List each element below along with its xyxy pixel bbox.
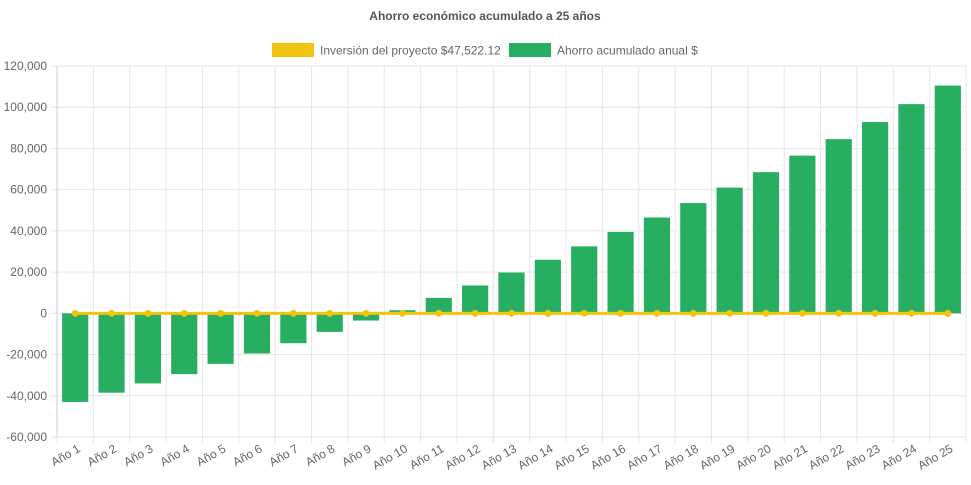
y-tick-label: 0 — [40, 306, 47, 320]
bar[interactable] — [316, 313, 343, 332]
bar[interactable] — [534, 259, 561, 314]
x-tick-label: Año 3 — [121, 441, 155, 469]
legend-swatch-savings[interactable] — [509, 43, 551, 57]
x-tick-label: Año 8 — [303, 441, 337, 469]
bar-series-savings — [62, 85, 961, 402]
y-tick-label: -20,000 — [6, 348, 47, 362]
x-tick-label: Año 2 — [85, 441, 119, 469]
y-axis-ticks: 120,000 100,000 80,000 60,000 40,000 20,000 0 -… — [4, 59, 48, 444]
bar[interactable] — [825, 139, 852, 314]
x-tick-label: Año 12 — [443, 441, 483, 472]
y-tick-label: 40,000 — [10, 224, 47, 238]
investment-point[interactable] — [362, 309, 370, 317]
investment-point[interactable] — [508, 309, 515, 317]
x-tick-label: Año 6 — [230, 441, 264, 469]
bar[interactable] — [571, 246, 598, 314]
bar[interactable] — [789, 155, 816, 314]
x-tick-label: Año 25 — [915, 441, 955, 472]
x-tick-label: Año 14 — [515, 441, 555, 472]
x-tick-label: Año 9 — [339, 441, 373, 469]
x-axis-ticks: Año 1 Año 2 Año 3 Año 4 Año 5 Año 6 Año 7 Año 8… — [49, 441, 956, 472]
investment-point[interactable] — [726, 309, 734, 317]
x-tick-label: Año 7 — [267, 441, 301, 469]
investment-point[interactable] — [907, 309, 915, 317]
bar[interactable] — [98, 313, 125, 393]
x-tick-label: Año 23 — [843, 441, 883, 472]
investment-point[interactable] — [326, 309, 334, 317]
x-tick-label: Año 1 — [49, 441, 83, 469]
legend: Inversión del proyecto $47,522.12 Ahorro… — [272, 43, 698, 58]
bar[interactable] — [716, 187, 743, 314]
y-tick-label: 60,000 — [10, 183, 47, 197]
bar[interactable] — [862, 122, 889, 314]
x-tick-label: Año 4 — [158, 441, 192, 469]
investment-point[interactable] — [617, 309, 625, 317]
bar[interactable] — [680, 203, 707, 314]
bar[interactable] — [425, 297, 452, 314]
y-tick-label: 100,000 — [4, 100, 48, 114]
x-tick-label: Año 10 — [370, 441, 410, 472]
legend-label-investment[interactable]: Inversión del proyecto $47,522.12 — [320, 44, 501, 58]
investment-point[interactable] — [217, 309, 225, 317]
x-tick-label: Año 18 — [661, 441, 701, 472]
investment-point[interactable] — [471, 309, 479, 317]
bar[interactable] — [243, 313, 271, 354]
y-tick-label: 120,000 — [4, 59, 48, 73]
investment-point[interactable] — [689, 309, 697, 317]
y-tick-label: 80,000 — [10, 141, 47, 155]
investment-point[interactable] — [71, 309, 79, 317]
investment-point[interactable] — [835, 309, 843, 317]
investment-point[interactable] — [398, 309, 406, 317]
investment-point[interactable] — [944, 309, 952, 317]
x-tick-label: Año 19 — [697, 441, 737, 472]
bar[interactable] — [752, 172, 780, 314]
investment-point[interactable] — [544, 309, 552, 317]
investment-point[interactable] — [253, 309, 261, 317]
x-tick-label: Año 15 — [552, 441, 592, 472]
investment-point[interactable] — [762, 309, 770, 317]
investment-point[interactable] — [798, 309, 806, 317]
x-tick-label: Año 22 — [806, 441, 846, 472]
bar[interactable] — [352, 313, 380, 321]
x-tick-label: Año 5 — [194, 441, 228, 469]
legend-swatch-investment[interactable] — [272, 43, 314, 57]
bar[interactable] — [607, 231, 634, 314]
y-tick-label: -40,000 — [6, 389, 47, 403]
x-tick-label: Año 11 — [407, 441, 446, 472]
investment-point[interactable] — [144, 309, 152, 317]
chart-title: Ahorro económico acumulado a 25 años — [369, 9, 601, 23]
bar[interactable] — [498, 272, 525, 314]
x-tick-label: Año 16 — [588, 441, 628, 472]
bar[interactable] — [934, 85, 961, 314]
investment-point[interactable] — [435, 309, 443, 317]
investment-point[interactable] — [289, 309, 297, 317]
x-tick-label: Año 13 — [479, 441, 519, 472]
line-series-investment — [71, 309, 952, 317]
investment-point[interactable] — [871, 309, 879, 317]
bar[interactable] — [898, 104, 925, 314]
x-tick-label: Año 17 — [624, 441, 664, 472]
y-tick-label: -60,000 — [6, 430, 47, 444]
y-tick-label: 20,000 — [10, 265, 47, 279]
bar[interactable] — [462, 285, 489, 314]
bar[interactable] — [280, 313, 307, 344]
x-tick-label: Año 20 — [734, 441, 774, 472]
bar[interactable] — [134, 313, 161, 384]
gridlines — [51, 65, 967, 443]
bar[interactable] — [207, 313, 234, 364]
bar[interactable] — [62, 313, 89, 402]
x-tick-label: Año 21 — [770, 441, 810, 472]
investment-point[interactable] — [180, 309, 188, 317]
investment-point[interactable] — [653, 309, 661, 317]
x-tick-label: Año 24 — [879, 441, 919, 472]
legend-label-savings[interactable]: Ahorro acumulado anual $ — [557, 44, 698, 58]
bar[interactable] — [643, 217, 671, 314]
bar[interactable] — [171, 313, 198, 375]
investment-point[interactable] — [580, 309, 588, 317]
investment-point[interactable] — [108, 309, 116, 317]
